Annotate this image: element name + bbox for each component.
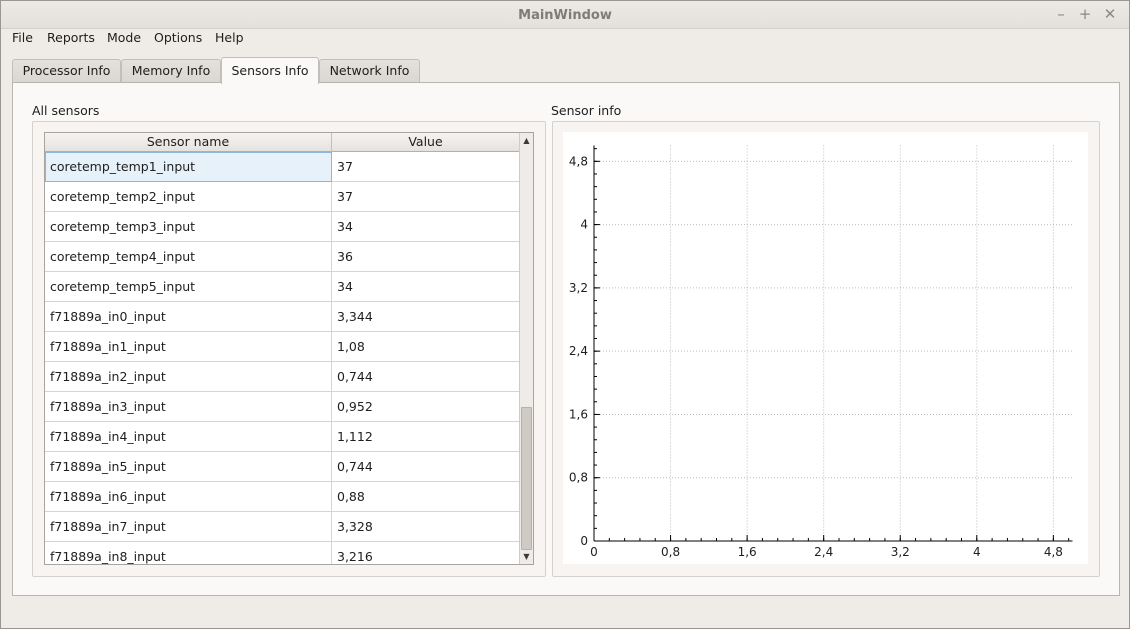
y-tick-label: 2,4 [569,344,588,358]
x-tick-label: 3,2 [891,545,910,559]
sensor-info-title: Sensor info [551,103,622,118]
menu-options[interactable]: Options [154,30,203,45]
scroll-down-icon[interactable]: ▼ [523,552,530,561]
table-row[interactable]: f71889a_in2_input 0,744 [45,362,520,392]
sensor-value-cell[interactable]: 34 [332,212,520,242]
y-tick-label: 0 [580,534,588,548]
window-title: MainWindow [518,8,612,23]
sensor-name-cell[interactable]: f71889a_in7_input [45,512,332,542]
y-tick-label: 4,8 [569,154,588,168]
menu-bar: File Reports Mode Options Help [1,29,1129,49]
table-row[interactable]: f71889a_in0_input 3,344 [45,302,520,332]
column-header-sensor-name[interactable]: Sensor name [45,133,332,152]
title-bar[interactable]: MainWindow – + ✕ [1,1,1129,29]
y-tick-label: 4 [580,218,588,232]
sensor-value-cell[interactable]: 0,744 [332,362,520,392]
sensor-name-cell[interactable]: f71889a_in0_input [45,302,332,332]
tab-processor-info[interactable]: Processor Info [12,59,121,83]
scroll-up-icon[interactable]: ▲ [523,136,530,145]
menu-mode[interactable]: Mode [107,30,142,45]
minimize-icon[interactable]: – [1057,5,1065,23]
sensor-value-cell[interactable]: 1,112 [332,422,520,452]
x-tick-label: 4,8 [1044,545,1063,559]
x-tick-label: 2,4 [814,545,833,559]
sensor-value-cell[interactable]: 3,344 [332,302,520,332]
sensor-value-cell[interactable]: 1,08 [332,332,520,362]
x-tick-label: 1,6 [738,545,757,559]
sensor-name-cell[interactable]: f71889a_in2_input [45,362,332,392]
sensor-name-cell[interactable]: coretemp_temp2_input [45,182,332,212]
sensor-name-cell[interactable]: f71889a_in6_input [45,482,332,512]
sensor-name-cell[interactable]: f71889a_in4_input [45,422,332,452]
scrollbar-thumb[interactable] [521,407,532,550]
sensor-chart-svg: 0 0,8 1,6 2,4 3,2 4 4,8 0 0,8 1,6 2,4 3,2 4 4,8 [569,145,1073,559]
sensor-name-cell[interactable]: f71889a_in5_input [45,452,332,482]
column-header-value[interactable]: Value [332,133,520,152]
sensor-value-cell[interactable]: 34 [332,272,520,302]
sensor-name-cell[interactable]: coretemp_temp4_input [45,242,332,272]
table-row[interactable]: coretemp_temp1_input 37 [45,152,520,182]
y-tick-label: 3,2 [569,281,588,295]
sensor-name-cell[interactable]: coretemp_temp1_input [45,152,332,182]
table-row[interactable]: f71889a_in1_input 1,08 [45,332,520,362]
tab-memory-info[interactable]: Memory Info [121,59,221,83]
table-header: Sensor name Value [45,133,520,152]
table-row[interactable]: f71889a_in5_input 0,744 [45,452,520,482]
menu-help[interactable]: Help [215,30,244,45]
tab-sensors-info[interactable]: Sensors Info [221,57,319,84]
menu-reports[interactable]: Reports [47,30,95,45]
sensor-value-cell[interactable]: 37 [332,152,520,182]
x-tick-label: 4 [973,545,981,559]
sensor-value-cell[interactable]: 0,88 [332,482,520,512]
sensor-chart: 0 0,8 1,6 2,4 3,2 4 4,8 0 0,8 1,6 2,4 3,2 4 4,8 [563,132,1088,564]
sensor-name-cell[interactable]: f71889a_in1_input [45,332,332,362]
table-row[interactable]: coretemp_temp3_input 34 [45,212,520,242]
table-row[interactable]: f71889a_in4_input 1,112 [45,422,520,452]
table-body: coretemp_temp1_input 37 coretemp_temp2_inp… [45,152,520,564]
sensor-name-cell[interactable]: coretemp_temp5_input [45,272,332,302]
x-tick-label: 0 [590,545,598,559]
sensor-value-cell[interactable]: 3,328 [332,512,520,542]
sensor-name-cell[interactable]: f71889a_in8_input [45,542,332,564]
sensor-value-cell[interactable]: 37 [332,182,520,212]
sensor-name-cell[interactable]: f71889a_in3_input [45,392,332,422]
table-row[interactable]: f71889a_in7_input 3,328 [45,512,520,542]
y-tick-label: 1,6 [569,407,588,421]
y-tick-label: 0,8 [569,471,588,485]
table-row[interactable]: coretemp_temp2_input 37 [45,182,520,212]
close-icon[interactable]: ✕ [1103,5,1117,23]
table-scrollbar[interactable]: ▲ ▼ [519,133,533,564]
maximize-icon[interactable]: + [1078,5,1092,23]
x-tick-label: 0,8 [661,545,680,559]
table-row[interactable]: coretemp_temp5_input 34 [45,272,520,302]
all-sensors-title: All sensors [32,103,100,118]
sensors-table[interactable]: Sensor name Value coretemp_temp1_input 37… [44,132,534,565]
table-row[interactable]: f71889a_in8_input 3,216 [45,542,520,564]
sensor-value-cell[interactable]: 0,744 [332,452,520,482]
sensor-value-cell[interactable]: 0,952 [332,392,520,422]
sensor-value-cell[interactable]: 3,216 [332,542,520,564]
table-row[interactable]: f71889a_in6_input 0,88 [45,482,520,512]
sensor-name-cell[interactable]: coretemp_temp3_input [45,212,332,242]
table-row[interactable]: f71889a_in3_input 0,952 [45,392,520,422]
tab-network-info[interactable]: Network Info [319,59,420,83]
table-row[interactable]: coretemp_temp4_input 36 [45,242,520,272]
sensor-value-cell[interactable]: 36 [332,242,520,272]
menu-file[interactable]: File [12,30,33,45]
